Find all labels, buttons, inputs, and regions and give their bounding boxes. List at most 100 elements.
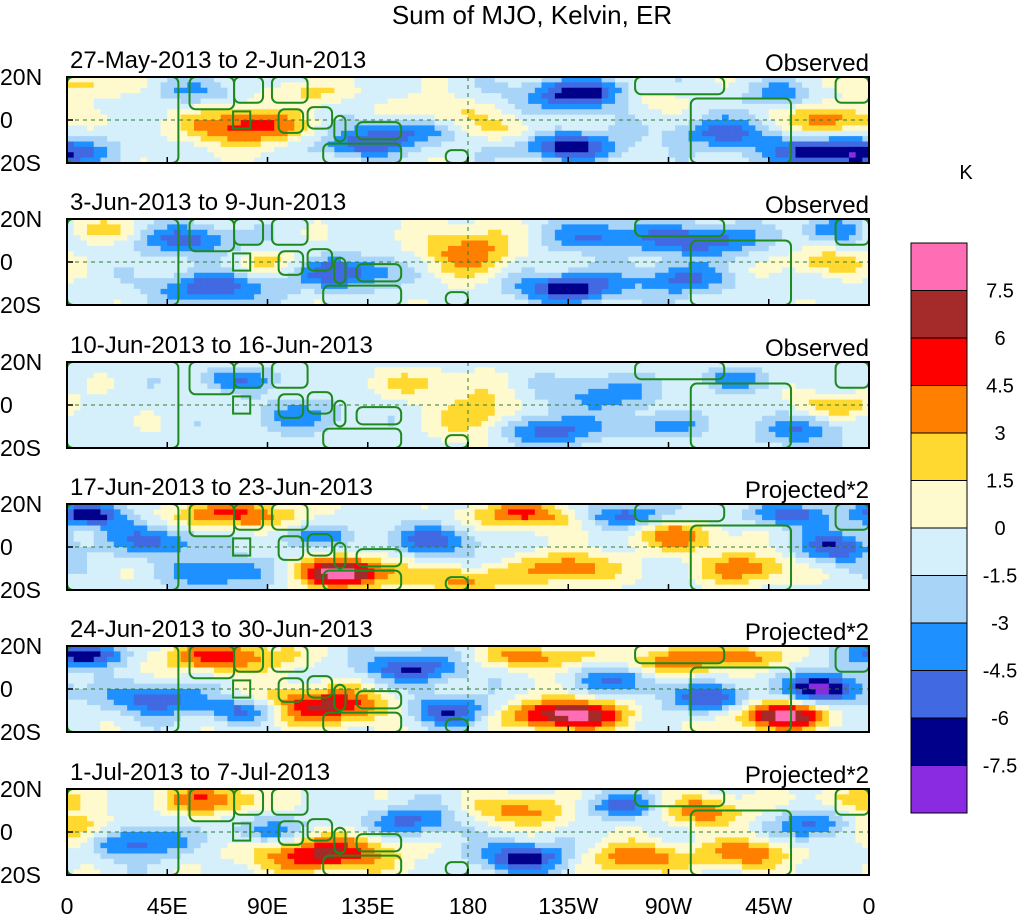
heat-cell <box>514 229 523 236</box>
heat-cell <box>601 98 609 105</box>
heat-cell <box>828 136 837 143</box>
heat-cell <box>594 93 603 100</box>
heat-cell <box>648 399 656 406</box>
heat-cell <box>835 219 843 225</box>
heat-cell <box>661 240 670 247</box>
heat-cell <box>100 294 108 301</box>
heat-cell <box>534 245 543 252</box>
heat-cell <box>407 267 416 274</box>
heat-cell <box>588 394 596 401</box>
heat-cell <box>187 130 195 137</box>
heat-cell <box>688 256 696 263</box>
heat-cell <box>534 256 543 263</box>
heat-cell <box>848 394 857 401</box>
heat-cell <box>160 405 168 411</box>
heat-cell <box>133 130 142 137</box>
heat-cell <box>67 82 75 89</box>
heat-cell <box>641 267 650 274</box>
heat-cell <box>187 394 195 401</box>
heat-cell <box>87 93 95 100</box>
heat-cell <box>387 399 396 406</box>
heat-cell <box>354 235 362 242</box>
heat-cell <box>120 399 128 406</box>
heat-cell <box>300 87 309 94</box>
heat-cell <box>127 114 135 121</box>
heat-cell <box>354 245 362 252</box>
heat-cell <box>314 109 322 116</box>
heat-cell <box>254 120 262 126</box>
heat-cell <box>240 299 249 305</box>
figure-title: Sum of MJO, Kelvin, ER <box>392 0 672 30</box>
heat-cell <box>641 141 650 148</box>
heat-cell <box>140 240 148 247</box>
heat-cell <box>441 283 449 290</box>
heat-cell <box>788 294 797 301</box>
y-tick-label: 20N <box>0 206 42 232</box>
heat-cell <box>735 267 743 274</box>
heat-cell <box>815 372 823 379</box>
heat-cell <box>675 399 683 406</box>
heat-cell <box>67 251 75 258</box>
heat-cell <box>427 87 436 94</box>
heat-cell <box>835 157 843 163</box>
heat-cell <box>822 299 830 305</box>
heat-cell <box>287 240 295 247</box>
heat-cell <box>835 82 843 89</box>
heat-cell <box>855 278 863 285</box>
heat-cell <box>234 103 242 110</box>
heat-cell <box>782 362 790 368</box>
heat-cell <box>808 367 817 374</box>
heat-cell <box>835 77 843 83</box>
heat-cell <box>147 93 155 100</box>
heat-cell <box>661 219 670 225</box>
heat-cell <box>501 372 509 379</box>
heat-cell <box>394 125 402 132</box>
heat-cell <box>167 235 175 242</box>
heat-cell <box>715 278 723 285</box>
heat-cell <box>407 294 416 301</box>
heat-cell <box>401 367 409 374</box>
heat-cell <box>695 103 703 110</box>
heat-cell <box>160 229 168 236</box>
heat-cell <box>421 125 429 132</box>
heat-cell <box>87 262 95 268</box>
heat-cell <box>207 141 215 148</box>
heat-cell <box>768 103 777 110</box>
heat-cell <box>782 141 790 148</box>
heat-cell <box>307 77 315 83</box>
heat-cell <box>67 283 75 290</box>
heat-cell <box>862 114 869 121</box>
heat-cell <box>755 109 763 116</box>
heat-cell <box>468 98 476 105</box>
heat-cell <box>508 120 516 126</box>
heat-cell <box>635 394 643 401</box>
heat-cell <box>67 152 75 159</box>
heat-cell <box>822 372 830 379</box>
heat-cell <box>481 229 489 236</box>
heat-cell <box>160 136 168 143</box>
heat-cell <box>407 229 416 236</box>
heat-cell <box>608 388 616 395</box>
heat-cell <box>681 394 690 401</box>
heat-cell <box>548 130 556 137</box>
heat-cell <box>280 294 289 301</box>
heat-cell <box>568 141 576 148</box>
heat-cell <box>87 82 95 89</box>
heat-cell <box>635 245 643 252</box>
heat-cell <box>668 82 676 89</box>
heat-cell <box>354 278 362 285</box>
heat-cell <box>621 362 629 368</box>
heat-cell <box>80 130 88 137</box>
heat-cell <box>193 98 202 105</box>
heat-cell <box>260 109 269 116</box>
heat-cell <box>695 224 703 231</box>
heat-cell <box>80 152 88 159</box>
heat-cell <box>320 278 329 285</box>
heat-cell <box>421 141 429 148</box>
heat-cell <box>153 87 162 94</box>
heat-cell <box>808 251 817 258</box>
heat-cell <box>748 130 756 137</box>
heat-cell <box>594 219 603 225</box>
heat-cell <box>87 103 95 110</box>
heat-cell <box>274 98 282 105</box>
